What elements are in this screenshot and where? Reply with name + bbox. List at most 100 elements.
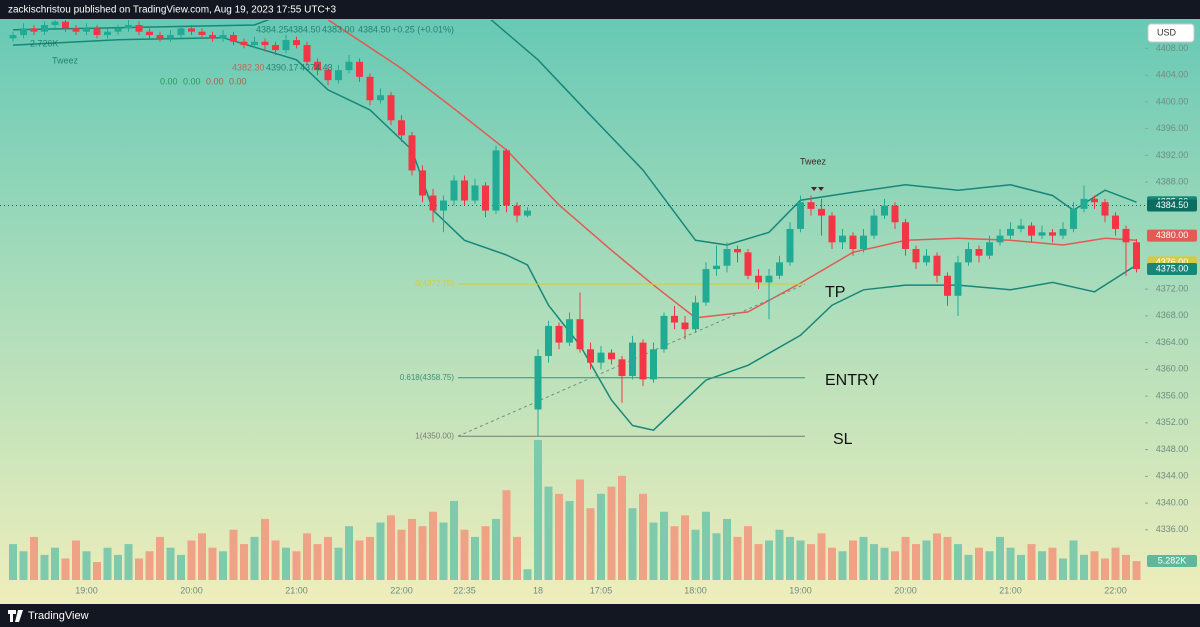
volume-bar xyxy=(975,547,983,580)
volume-bar xyxy=(922,540,931,580)
volume-bar xyxy=(933,533,941,580)
candle-body xyxy=(408,135,416,171)
candle-body xyxy=(965,249,972,263)
brand: TradingView xyxy=(28,610,89,622)
candle-body xyxy=(629,342,636,377)
y-tick-label: 4344.00 xyxy=(1156,471,1189,481)
volume-bar xyxy=(1132,561,1141,580)
fib-label: 0(4372.75) xyxy=(415,279,454,288)
volume-bar xyxy=(523,569,532,580)
candle-body xyxy=(293,40,300,46)
currency-box[interactable] xyxy=(1147,23,1195,43)
volume-bar xyxy=(471,536,479,580)
candle-body xyxy=(1070,208,1077,229)
volume-bar xyxy=(198,533,206,580)
candle-body xyxy=(1059,228,1067,236)
x-tick-label: 22:35 xyxy=(453,585,476,595)
volume-bar xyxy=(607,486,616,580)
candle-body xyxy=(282,40,290,51)
candle-body xyxy=(324,70,332,81)
legend-change: +0.25 (+0.01%) xyxy=(392,24,454,34)
candle-body xyxy=(1007,228,1014,236)
volume-bar xyxy=(796,540,805,580)
volume-bar xyxy=(1069,540,1078,580)
volume-bar xyxy=(1122,554,1130,580)
candle-body xyxy=(797,202,804,229)
volume-bar xyxy=(19,551,28,580)
volume-bar xyxy=(282,547,290,580)
currency[interactable]: USD xyxy=(1157,27,1177,37)
volume-bar xyxy=(345,526,353,580)
price-label: 4384.50 xyxy=(1156,200,1189,210)
candle-body xyxy=(345,61,353,71)
volume-bar xyxy=(324,536,332,580)
candle-body xyxy=(440,200,447,211)
logo xyxy=(8,610,23,622)
candle-body xyxy=(744,252,752,276)
candle-body xyxy=(303,45,311,62)
volume-bar xyxy=(460,529,469,580)
candle-body xyxy=(377,95,384,101)
candle-body xyxy=(135,25,143,32)
volume-bar xyxy=(271,540,280,580)
candle-body xyxy=(975,249,983,256)
candle-body xyxy=(996,235,1004,243)
volume-bar xyxy=(355,540,364,580)
x-tick-label: 19:00 xyxy=(789,585,812,595)
candle-body xyxy=(786,228,794,263)
candle-body xyxy=(891,205,899,223)
candle-body xyxy=(429,195,437,211)
volume-bar xyxy=(313,544,322,580)
fib-label: 1(4350.00) xyxy=(415,431,454,440)
volume-bar xyxy=(954,544,962,580)
candle-body xyxy=(219,35,227,39)
volume-bar xyxy=(786,536,794,580)
volume-bar xyxy=(387,515,395,580)
legend-bb-mid: 4382.30 xyxy=(232,62,265,72)
candle-body xyxy=(702,269,710,303)
candle-body xyxy=(681,322,689,330)
volume-bar xyxy=(597,493,605,580)
candle-body xyxy=(492,150,500,211)
candle-body xyxy=(513,205,521,216)
volume-bar xyxy=(187,540,196,580)
candle-body xyxy=(818,208,825,216)
candle-body xyxy=(671,315,678,323)
candle-body xyxy=(912,249,920,263)
volume-bar xyxy=(618,475,626,580)
y-tick-label: 4368.00 xyxy=(1156,310,1189,320)
volume-bar xyxy=(723,518,731,580)
price-axis: 4336.00 4340.00 4344.00 4348.00 4352.00 4356.… xyxy=(75,43,1197,595)
y-tick-label: 4356.00 xyxy=(1156,390,1189,400)
candle-body xyxy=(251,41,258,46)
y-tick-label: 4364.00 xyxy=(1156,337,1189,347)
candle-body xyxy=(902,222,909,250)
candle-body xyxy=(198,31,206,36)
volume-bar xyxy=(912,544,920,580)
x-tick-label: 20:00 xyxy=(180,585,203,595)
y-tick-label: 4392.00 xyxy=(1156,150,1189,160)
candle-body xyxy=(986,242,993,256)
annotation: TP xyxy=(825,284,845,301)
volume-bar xyxy=(901,536,910,580)
volume-bar xyxy=(397,529,406,580)
volume-bar xyxy=(250,536,259,580)
x-tick-label: 20:00 xyxy=(894,585,917,595)
volume-bar xyxy=(628,508,637,580)
volume-bar xyxy=(513,536,521,580)
volume-bar xyxy=(880,547,889,580)
volume-bar xyxy=(660,511,668,580)
candle-body xyxy=(1080,198,1088,209)
y-tick-label: 4336.00 xyxy=(1156,524,1189,534)
volume-bar xyxy=(807,544,815,580)
candle-body xyxy=(555,325,563,343)
legend-low: 4383.00 xyxy=(322,24,355,34)
candle-body xyxy=(881,205,888,216)
candle-body xyxy=(9,35,17,39)
x-tick-label: 18 xyxy=(533,585,543,595)
price-label: 4375.00 xyxy=(1156,263,1189,273)
candle-body xyxy=(209,35,216,39)
annotation: ENTRY xyxy=(825,372,879,389)
